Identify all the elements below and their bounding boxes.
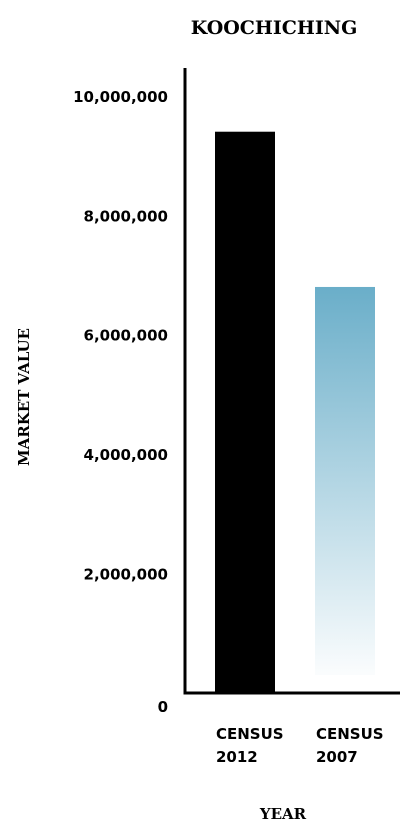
- x-tick-labels: CENSUS 2012 CENSUS 2007: [216, 725, 384, 766]
- y-tick-labels: 0 2,000,000 4,000,000 6,000,000 8,000,000 10,…: [73, 88, 168, 716]
- bars: [215, 131, 375, 693]
- y-tick-label: 8,000,000: [84, 207, 168, 225]
- y-tick-label: 6,000,000: [84, 327, 168, 345]
- y-tick-label: 4,000,000: [84, 446, 168, 464]
- x-tick-label-line: 2012: [216, 748, 258, 766]
- x-tick-label-line: CENSUS: [216, 725, 284, 743]
- x-tick-label-line: CENSUS: [316, 725, 384, 743]
- x-tick-label-line: 2007: [316, 748, 358, 766]
- y-tick-label: 2,000,000: [84, 566, 168, 584]
- bar: [315, 286, 375, 675]
- bar: [215, 131, 275, 693]
- x-axis-label: YEAR: [259, 805, 307, 823]
- y-tick-label: 0: [158, 698, 168, 716]
- chart-title: KOOCHICHING: [191, 17, 358, 39]
- x-tick-label: CENSUS 2012: [216, 725, 284, 766]
- y-tick-label: 10,000,000: [73, 88, 168, 106]
- y-axis-label: MARKET VALUE: [15, 328, 33, 466]
- x-tick-label: CENSUS 2007: [316, 725, 384, 766]
